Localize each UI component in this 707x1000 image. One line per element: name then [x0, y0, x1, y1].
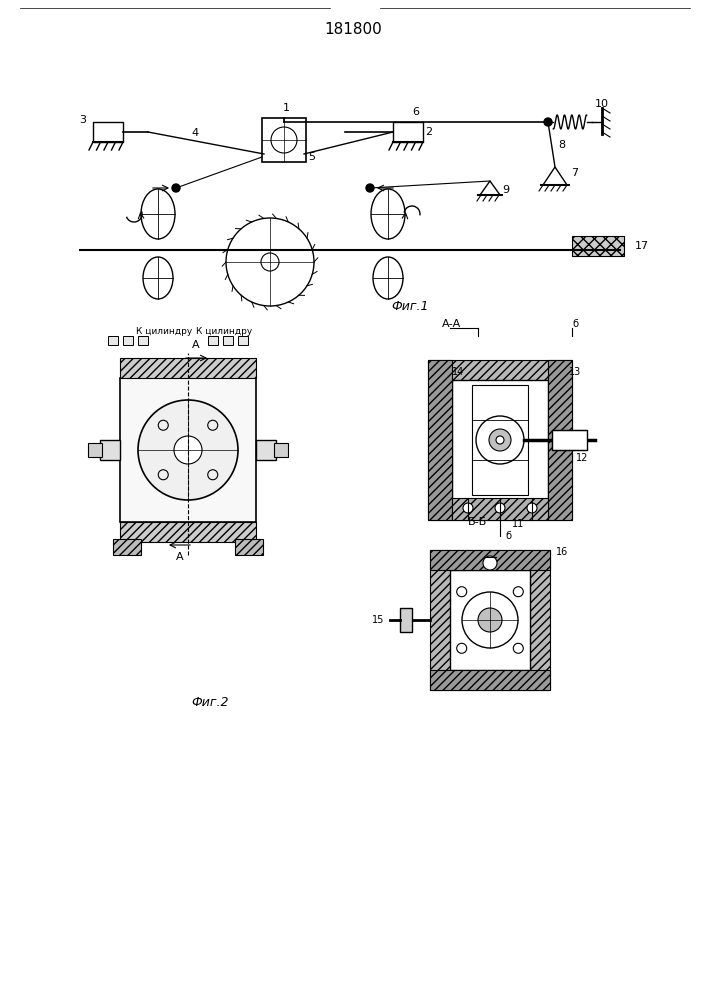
- Bar: [256, 440, 276, 460]
- Bar: [88, 443, 102, 457]
- Text: Б-Б: Б-Б: [468, 517, 487, 527]
- Bar: [552, 430, 587, 450]
- Bar: [120, 358, 256, 378]
- Text: А-А: А-А: [442, 319, 461, 329]
- Text: К цилиндру: К цилиндру: [136, 328, 192, 336]
- Bar: [120, 522, 256, 542]
- Bar: [548, 360, 572, 520]
- Circle shape: [138, 400, 238, 500]
- Bar: [223, 336, 233, 345]
- Text: б: б: [505, 531, 511, 541]
- Circle shape: [527, 503, 537, 513]
- Bar: [138, 336, 148, 345]
- Bar: [123, 336, 133, 345]
- Circle shape: [174, 436, 202, 464]
- Circle shape: [544, 118, 552, 126]
- Text: 3: 3: [79, 115, 86, 125]
- Bar: [472, 385, 528, 495]
- Text: б: б: [572, 319, 578, 329]
- Text: 10: 10: [595, 99, 609, 109]
- Text: 17: 17: [635, 241, 649, 251]
- Circle shape: [496, 436, 504, 444]
- Bar: [572, 236, 624, 256]
- Bar: [450, 570, 530, 670]
- Bar: [393, 122, 423, 142]
- Text: 12: 12: [575, 453, 588, 463]
- Text: 2: 2: [426, 127, 433, 137]
- Circle shape: [172, 184, 180, 192]
- Text: 5: 5: [308, 152, 315, 162]
- Text: 9: 9: [503, 185, 510, 195]
- Text: 15: 15: [372, 615, 384, 625]
- Text: 16: 16: [556, 547, 568, 557]
- Circle shape: [489, 429, 511, 451]
- Text: Фиг.1: Фиг.1: [391, 300, 428, 314]
- Circle shape: [483, 556, 497, 570]
- Bar: [93, 122, 123, 142]
- Text: 13: 13: [569, 367, 581, 377]
- Text: 1: 1: [283, 103, 289, 113]
- Text: 4: 4: [192, 128, 199, 138]
- Text: A: A: [176, 552, 184, 562]
- Bar: [120, 378, 256, 522]
- Bar: [238, 336, 248, 345]
- Bar: [113, 539, 141, 555]
- Circle shape: [478, 608, 502, 632]
- Text: 11: 11: [512, 519, 524, 529]
- Text: 181800: 181800: [324, 22, 382, 37]
- Bar: [208, 336, 218, 345]
- Circle shape: [366, 184, 374, 192]
- Circle shape: [462, 592, 518, 648]
- Bar: [428, 360, 572, 520]
- Text: A: A: [192, 340, 200, 350]
- Bar: [430, 550, 550, 570]
- Text: К цилиндру: К цилиндру: [196, 328, 252, 336]
- Bar: [100, 440, 120, 460]
- Circle shape: [495, 503, 505, 513]
- Bar: [274, 443, 288, 457]
- Text: 14: 14: [452, 367, 464, 377]
- Text: 8: 8: [559, 139, 566, 149]
- Bar: [430, 670, 550, 690]
- Bar: [400, 608, 412, 632]
- Text: 7: 7: [571, 168, 578, 178]
- Text: 6: 6: [412, 107, 419, 117]
- Bar: [452, 380, 548, 500]
- Bar: [430, 550, 550, 690]
- Circle shape: [476, 416, 524, 464]
- Bar: [452, 498, 548, 520]
- Bar: [262, 118, 306, 162]
- Text: Фиг.2: Фиг.2: [192, 696, 229, 708]
- Bar: [428, 360, 452, 520]
- Bar: [235, 539, 263, 555]
- Bar: [108, 336, 118, 345]
- Circle shape: [463, 503, 473, 513]
